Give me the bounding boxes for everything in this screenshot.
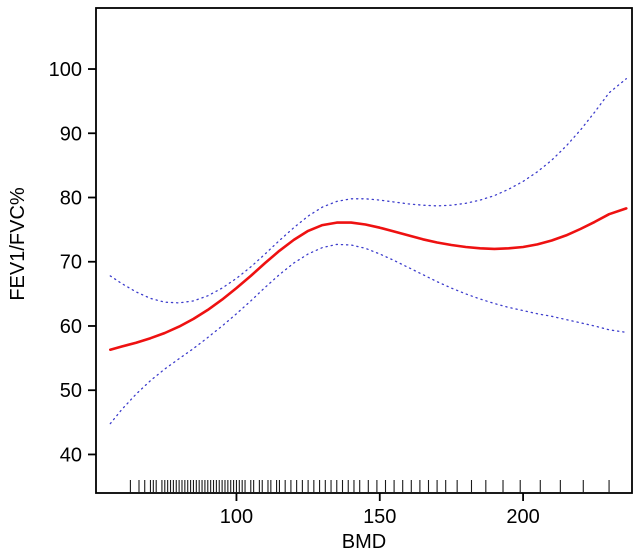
y-tick-label: 80 <box>60 188 82 210</box>
series-lower-confidence <box>109 243 627 425</box>
x-tick-label: 100 <box>220 506 253 528</box>
series-fitted-curve <box>109 207 628 351</box>
y-tick-label: 70 <box>60 252 82 274</box>
y-tick-label: 50 <box>60 380 82 402</box>
y-tick-label: 40 <box>60 444 82 466</box>
x-axis-label: BMD <box>342 531 386 553</box>
series-upper-confidence <box>109 78 627 304</box>
y-tick-label: 60 <box>60 316 82 338</box>
x-tick-label: 150 <box>363 506 396 528</box>
y-axis-label: FEV1/FVC% <box>7 187 29 301</box>
plot-border <box>95 7 633 494</box>
y-tick-label: 90 <box>60 123 82 145</box>
x-tick-label: 200 <box>506 506 539 528</box>
y-tick-label: 100 <box>49 59 82 81</box>
